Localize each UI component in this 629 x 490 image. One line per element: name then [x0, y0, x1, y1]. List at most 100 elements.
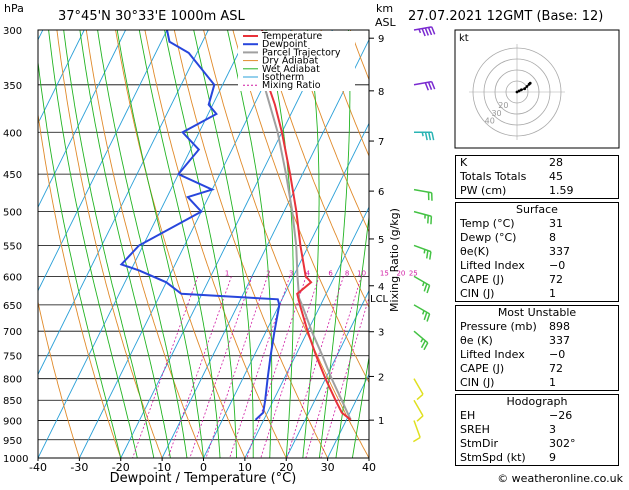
mu-label: CIN (J) [460, 376, 494, 389]
mixing-ratio-label: 6 [328, 269, 333, 277]
surface-row: θe(K) 337 [456, 245, 618, 259]
mixing-ratio-label: 3 [289, 269, 293, 277]
hodo-label: StmSpd (kt) [460, 451, 526, 464]
x-axis-title: Dewpoint / Temperature (°C) [110, 471, 297, 486]
hodograph-ring-label: 40 [485, 117, 495, 126]
surface-label: Lifted Index [460, 259, 525, 272]
datetime-title: 27.07.2021 12GMT (Base: 12) [408, 9, 603, 24]
hodograph-point [526, 85, 529, 88]
surface-label: CAPE (J) [460, 273, 504, 286]
surface-row: Lifted Index −0 [456, 259, 618, 273]
index-row: K 28 [456, 156, 618, 170]
surface-label: Temp (°C) [460, 217, 515, 230]
height-tick-label: 5 [378, 235, 384, 246]
hodograph-point [529, 82, 532, 85]
mu-value: 1 [549, 376, 556, 390]
x-tick-label: -40 [29, 461, 47, 474]
pressure-tick-label: 300 [3, 26, 22, 37]
pressure-tick-label: 700 [3, 327, 22, 338]
surface-row: Dewp (°C) 8 [456, 231, 618, 245]
height-tick-label: 4 [378, 282, 384, 293]
hodo-row: EH−26 [456, 409, 618, 423]
hodograph-point [523, 87, 526, 90]
location-title: 37°45'N 30°33'E 1000m ASL [58, 9, 246, 24]
most-unstable-title: Most Unstable [456, 306, 618, 320]
footer-credit: © weatheronline.co.uk [497, 472, 623, 485]
x-tick-label: -30 [70, 461, 88, 474]
index-label: Totals Totals [460, 170, 526, 183]
hodo-label: EH [460, 409, 475, 422]
pressure-tick-label: 850 [3, 396, 22, 407]
pressure-tick-label: 800 [3, 375, 22, 386]
hodograph-ring-label: 30 [491, 109, 501, 118]
surface-panel: Surface Temp (°C)31 Dewp (°C)8 θe(K)337 … [455, 202, 619, 302]
surface-title: Surface [456, 203, 618, 217]
mixing-ratio-label: 1 [225, 269, 229, 277]
pressure-tick-label: 600 [3, 272, 22, 283]
pressure-tick-label: 550 [3, 241, 22, 252]
x-tick-label: 40 [362, 461, 376, 474]
height-tick-label: 3 [378, 328, 384, 339]
pressure-tick-label: 450 [3, 170, 22, 181]
surface-value: 31 [549, 217, 563, 231]
mu-value: −0 [549, 348, 565, 362]
hodograph-ring-label: 20 [498, 101, 508, 110]
pressure-tick-label: 650 [3, 301, 22, 312]
asl-unit-label: ASL [375, 16, 397, 29]
index-value: 28 [549, 156, 563, 170]
mu-row: CIN (J) 1 [456, 376, 618, 390]
mu-value: 337 [549, 334, 570, 348]
x-tick-label: 30 [321, 461, 335, 474]
mu-label: CAPE (J) [460, 362, 504, 375]
pressure-tick-label: 950 [3, 436, 22, 447]
hodo-value: 3 [549, 423, 556, 437]
most-unstable-panel: Most Unstable Pressure (mb) 898 θe (K) 337… [455, 305, 619, 391]
surface-value: 337 [549, 245, 570, 259]
surface-row: Temp (°C) 31 [456, 217, 618, 231]
legend-entry: Mixing Ratio [262, 80, 321, 91]
hodo-row: StmSpd (kt)9 [456, 451, 618, 465]
pressure-unit-label: hPa [4, 2, 24, 15]
hodo-label: SREH [460, 423, 490, 436]
lcl-label: LCL [370, 294, 389, 305]
pressure-tick-label: 1000 [3, 454, 28, 465]
height-tick-label: 7 [378, 137, 384, 148]
mu-label: θe (K) [460, 334, 493, 347]
height-tick-label: 1 [378, 416, 384, 427]
height-tick-label: 2 [378, 372, 384, 383]
km-unit-label: km [376, 2, 393, 15]
mu-label: Pressure (mb) [460, 320, 537, 333]
mixing-ratio-axis-title: Mixing Ratio (g/kg) [388, 208, 401, 312]
index-label: PW (cm) [460, 184, 506, 197]
surface-label: θe(K) [460, 245, 489, 258]
pressure-tick-label: 500 [3, 208, 22, 219]
hodograph-frame [455, 30, 619, 148]
height-tick-label: 6 [378, 187, 384, 198]
pressure-tick-label: 400 [3, 128, 22, 139]
surface-value: 8 [549, 231, 556, 245]
surface-value: 72 [549, 273, 563, 287]
mixing-ratio-label: 4 [306, 269, 311, 277]
index-value: 45 [549, 170, 563, 184]
index-label: K [460, 156, 467, 169]
surface-row: CIN (J)1 [456, 287, 618, 301]
mu-row: θe (K) 337 [456, 334, 618, 348]
index-row: Totals Totals 45 [456, 170, 618, 184]
surface-value: 1 [549, 287, 556, 301]
mu-value: 72 [549, 362, 563, 376]
index-row: PW (cm)1.59 [456, 184, 618, 198]
mixing-ratio-label: 2 [266, 269, 270, 277]
mixing-ratio-label: 25 [409, 269, 418, 277]
pressure-tick-label: 750 [3, 352, 22, 363]
wind-barb-flag [422, 132, 423, 136]
hodo-label: StmDir [460, 437, 498, 450]
mu-value: 898 [549, 320, 570, 334]
mu-label: Lifted Index [460, 348, 525, 361]
surface-value: −0 [549, 259, 565, 273]
surface-label: Dewp (°C) [460, 231, 516, 244]
